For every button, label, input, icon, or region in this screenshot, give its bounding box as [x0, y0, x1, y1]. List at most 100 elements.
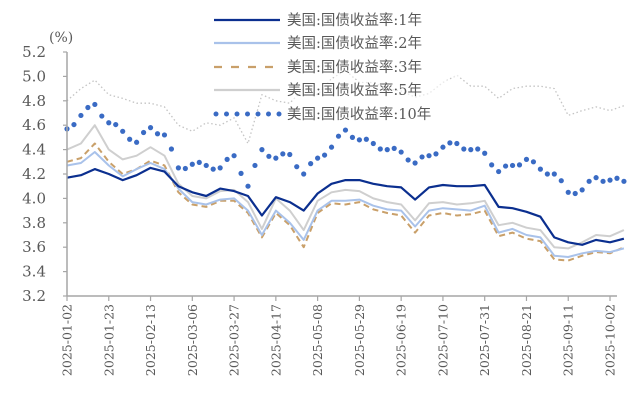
plot-area	[64, 69, 627, 262]
data-point	[356, 137, 362, 143]
x-tick-label: 2025-06-19	[394, 304, 409, 376]
data-point	[551, 171, 557, 177]
series-5年-line	[66, 124, 625, 250]
x-tick-label: 2025-01-23	[101, 304, 116, 376]
x-tick-label: 2025-09-11	[561, 304, 576, 376]
data-point	[537, 166, 543, 172]
data-point	[426, 153, 432, 159]
data-point	[468, 147, 474, 153]
data-point	[161, 132, 168, 138]
data-point	[71, 121, 77, 128]
legend-marker	[234, 111, 240, 117]
data-point	[349, 134, 356, 140]
y-tick-label: 4.4	[22, 141, 46, 159]
data-point	[168, 146, 175, 152]
data-point	[377, 146, 383, 152]
data-point	[482, 150, 488, 156]
y-tick-label: 5.0	[22, 67, 46, 85]
legend-label: 美国:国债收益率:2年	[287, 35, 422, 52]
y-tick-label: 3.2	[22, 287, 46, 305]
data-point	[461, 146, 467, 152]
data-point	[384, 147, 390, 153]
data-point	[342, 127, 349, 133]
data-point	[217, 165, 223, 171]
data-point	[203, 162, 209, 169]
data-point	[127, 136, 133, 142]
y-tick-label: 4.0	[22, 189, 46, 207]
data-point	[621, 178, 627, 184]
data-point	[405, 157, 411, 163]
data-point	[419, 154, 425, 160]
y-tick-label: 4.6	[22, 116, 46, 134]
data-point	[245, 183, 251, 189]
series-3年-line	[66, 142, 625, 262]
legend-marker	[213, 111, 219, 117]
data-point	[175, 165, 181, 171]
series-10年-group	[64, 101, 627, 197]
data-point	[454, 140, 460, 147]
data-point	[113, 121, 119, 128]
series-2年-line	[66, 151, 625, 258]
data-point	[579, 187, 585, 193]
data-point	[593, 175, 599, 181]
data-point	[607, 177, 613, 183]
data-point	[134, 139, 140, 145]
data-point	[565, 189, 571, 195]
data-point	[238, 170, 244, 176]
series-1年-line	[66, 166, 625, 246]
y-tick-label: 4.8	[22, 92, 46, 110]
data-point	[196, 159, 202, 166]
data-point	[391, 145, 397, 151]
data-point	[294, 164, 300, 170]
data-point	[370, 140, 376, 147]
data-point	[363, 136, 369, 142]
data-point	[301, 171, 307, 177]
data-point	[315, 155, 321, 161]
x-tick-label: 2025-03-27	[227, 304, 242, 376]
data-point	[106, 120, 112, 126]
data-point	[558, 178, 564, 184]
data-point	[496, 168, 502, 175]
data-point	[140, 129, 147, 136]
legend-backdrop	[284, 80, 460, 100]
x-tick-label: 2025-04-17	[268, 304, 283, 376]
data-point	[433, 151, 439, 157]
data-point	[321, 152, 328, 158]
axes: 3.2 3.4 3.6 3.8 4.0 4.2 4.4 4.6 4.8 5.0 5.2 2025-01…	[22, 43, 617, 376]
data-point	[509, 162, 516, 169]
data-point	[308, 161, 314, 167]
x-tick-label: 2025-05-29	[352, 304, 367, 376]
y-tick-label: 4.2	[22, 165, 46, 183]
data-point	[224, 156, 230, 162]
legend-backdrop	[284, 57, 460, 77]
data-point	[92, 101, 98, 108]
data-point	[147, 125, 154, 131]
y-tick-label: 3.4	[22, 263, 46, 281]
data-point	[252, 162, 258, 169]
data-point	[259, 147, 265, 153]
y-tick-label: 3.8	[22, 214, 46, 232]
x-tick-label: 2025-08-21	[519, 304, 534, 376]
legend: 美国:国债收益率:1年美国:国债收益率:2年美国:国债收益率:3年美国:国债收益…	[213, 10, 460, 124]
data-point	[287, 151, 293, 158]
x-tick-label: 2025-02-13	[143, 304, 158, 376]
legend-backdrop	[284, 33, 460, 53]
x-tick-label: 2025-05-08	[310, 304, 325, 376]
data-point	[85, 104, 91, 111]
legend-marker	[255, 111, 261, 117]
data-point	[273, 155, 279, 161]
data-point	[572, 190, 578, 197]
data-point	[182, 165, 188, 172]
y-tick-label: 3.6	[22, 238, 46, 256]
legend-backdrop	[284, 10, 460, 30]
data-point	[440, 144, 446, 150]
data-point	[189, 161, 195, 167]
legend-marker	[224, 111, 229, 117]
data-point	[516, 162, 523, 168]
x-tick-label: 2025-07-31	[477, 304, 492, 376]
legend-marker	[276, 111, 282, 117]
legend-label: 美国:国债收益率:1年	[287, 12, 422, 29]
data-point	[475, 146, 481, 152]
y-unit-label: (%)	[49, 30, 73, 46]
